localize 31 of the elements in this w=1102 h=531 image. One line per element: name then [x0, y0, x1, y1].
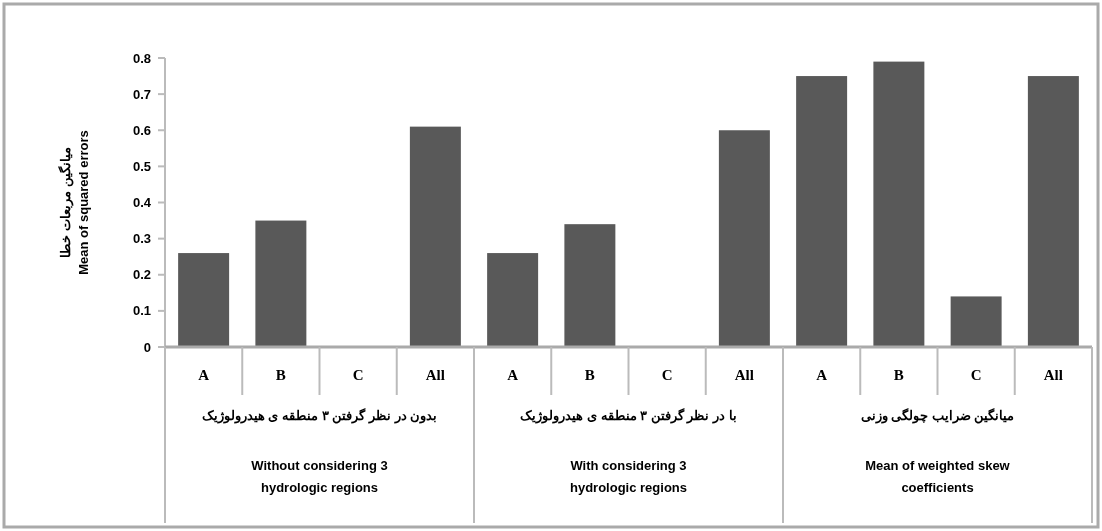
- y-tick-label: 0.8: [132, 50, 151, 66]
- bar: [1027, 76, 1079, 347]
- x-tick-label: C: [970, 367, 982, 383]
- y-tick-label: 0.2: [132, 267, 151, 283]
- x-tick-label: A: [816, 367, 828, 383]
- y-tick-label: 0.7: [132, 86, 151, 102]
- bar: [718, 130, 770, 347]
- bar: [255, 220, 307, 347]
- x-tick-label: C: [352, 367, 364, 383]
- bar: [564, 224, 616, 347]
- x-tick-label: All: [734, 367, 754, 383]
- x-tick-label: B: [275, 367, 286, 383]
- y-tick-label: 0.1: [132, 303, 151, 319]
- x-tick-label: A: [198, 367, 210, 383]
- x-tick-label: B: [893, 367, 904, 383]
- y-tick-label: 0.5: [132, 158, 151, 174]
- x-tick-label: All: [1043, 367, 1063, 383]
- y-tick-label: 0.3: [132, 231, 151, 247]
- x-tick-label: B: [584, 367, 595, 383]
- y-tick-label: 0.4: [132, 195, 152, 211]
- bar: [796, 76, 848, 347]
- x-tick-label: C: [661, 367, 673, 383]
- y-tick-label: 0: [143, 339, 151, 355]
- bar: [950, 296, 1002, 347]
- bar: [178, 253, 230, 347]
- bar: [409, 126, 461, 347]
- y-tick-label: 0.6: [132, 122, 151, 138]
- x-tick-label: All: [425, 367, 445, 383]
- bar: [873, 61, 925, 347]
- bar: [487, 253, 539, 347]
- x-tick-label: A: [507, 367, 519, 383]
